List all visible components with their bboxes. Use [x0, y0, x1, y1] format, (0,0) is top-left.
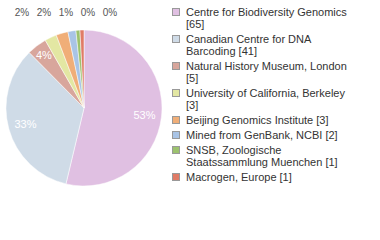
pie-slice: [76, 30, 84, 108]
legend-entry: SNSB, Zoologische Staatssammlung Muenche…: [172, 144, 372, 168]
legend-text: Centre for Biodiversity Genomics [65]: [186, 6, 356, 30]
slice-labels: 53% 33% 4% 2% 2% 1% 0% 0%: [14, 7, 155, 130]
legend-count: [1]: [280, 171, 292, 183]
legend-swatch: [172, 8, 180, 16]
legend-entry: Canadian Centre for DNA Barcoding [41]: [172, 33, 372, 57]
legend-text: Canadian Centre for DNA Barcoding [41]: [186, 33, 356, 57]
legend-count: [65]: [186, 18, 204, 30]
percent-label: 1%: [59, 7, 74, 18]
legend-text: University of California, Berkeley [3]: [186, 87, 356, 111]
legend-swatch: [172, 62, 180, 70]
legend-entry: Macrogen, Europe [1]: [172, 171, 372, 183]
legend-text: Natural History Museum, London [5]: [186, 60, 356, 84]
legend-label: Centre for Biodiversity Genomics: [186, 6, 347, 18]
percent-label: 0%: [103, 7, 118, 18]
legend-entry: Natural History Museum, London [5]: [172, 60, 372, 84]
legend-label: Natural History Museum, London: [186, 60, 347, 72]
legend-text: Macrogen, Europe [1]: [186, 171, 356, 183]
pie-slice: [68, 30, 84, 108]
legend-entry: Centre for Biodiversity Genomics [65]: [172, 6, 372, 30]
legend-count: [5]: [186, 72, 198, 84]
legend-swatch: [172, 146, 180, 154]
legend-swatch: [172, 173, 180, 181]
percent-label: 33%: [14, 118, 36, 130]
legend-swatch: [172, 35, 180, 43]
legend-count: [1]: [325, 156, 337, 168]
legend-text: Beijing Genomics Institute [3]: [186, 114, 356, 126]
legend: Centre for Biodiversity Genomics [65] Can…: [172, 6, 372, 186]
percent-label: 4%: [36, 49, 52, 61]
chart-root: 53% 33% 4% 2% 2% 1% 0% 0% Centre for Biodiversi…: [0, 0, 380, 240]
legend-label: Beijing Genomics Institute: [186, 114, 313, 126]
legend-label: SNSB, Zoologische Staatssammlung Muenche…: [186, 144, 322, 168]
legend-label: Macrogen, Europe: [186, 171, 277, 183]
legend-count: [3]: [186, 99, 198, 111]
pie-slice: [80, 30, 84, 108]
percent-label: 53%: [133, 109, 155, 121]
legend-count: [41]: [239, 45, 257, 57]
legend-entry: Beijing Genomics Institute [3]: [172, 114, 372, 126]
legend-entry: University of California, Berkeley [3]: [172, 87, 372, 111]
legend-text: SNSB, Zoologische Staatssammlung Muenche…: [186, 144, 356, 168]
legend-swatch: [172, 89, 180, 97]
legend-count: [2]: [325, 129, 337, 141]
pie-area: 53% 33% 4% 2% 2% 1% 0% 0%: [0, 0, 170, 240]
percent-label: 2%: [37, 7, 52, 18]
legend-label: University of California, Berkeley: [186, 87, 345, 99]
percent-label: 0%: [81, 7, 96, 18]
percent-label: 2%: [15, 7, 30, 18]
legend-text: Mined from GenBank, NCBI [2]: [186, 129, 356, 141]
legend-entry: Mined from GenBank, NCBI [2]: [172, 129, 372, 141]
legend-label: Mined from GenBank, NCBI: [186, 129, 322, 141]
legend-swatch: [172, 116, 180, 124]
legend-swatch: [172, 131, 180, 139]
legend-count: [3]: [316, 114, 328, 126]
